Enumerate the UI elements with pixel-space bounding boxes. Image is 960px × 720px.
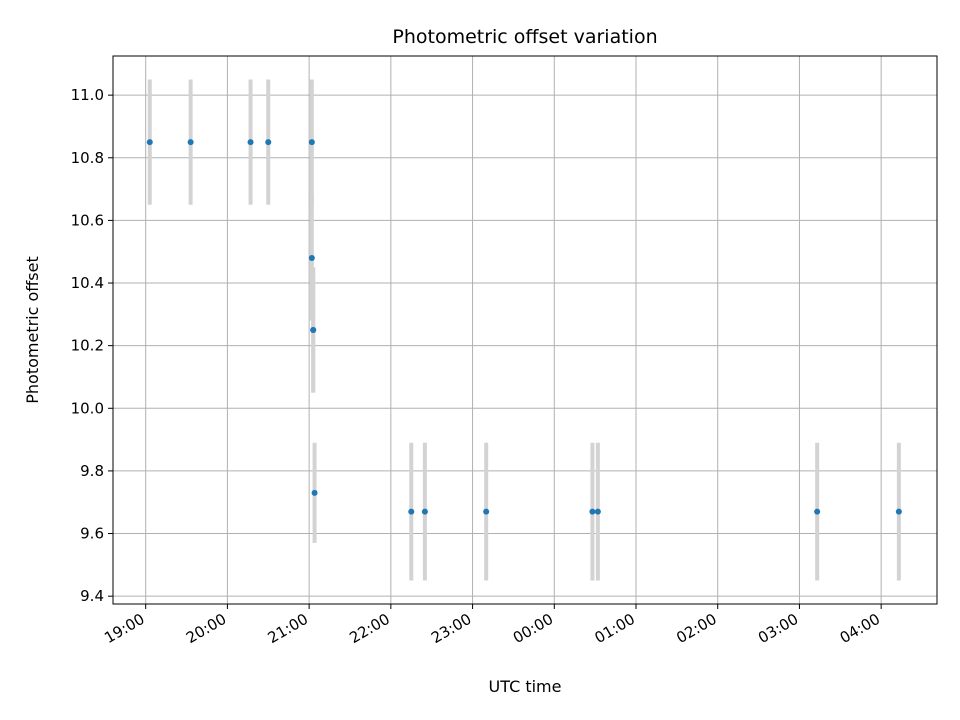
data-point: [408, 508, 415, 515]
data-point: [187, 139, 194, 146]
data-point: [311, 489, 318, 496]
data-point: [814, 508, 821, 515]
plot-frame: [112, 55, 938, 605]
data-point: [589, 508, 596, 515]
y-axis: 9.4 9.6 9.8 10.0 10.2 10.4 10.6 10.8 11.0: [71, 86, 113, 605]
data-point: [594, 508, 601, 515]
data-point: [308, 139, 315, 146]
y-tick-label: 10.0: [71, 399, 104, 417]
y-tick-label: 10.6: [71, 211, 104, 229]
x-axis-label: UTC time: [489, 677, 562, 696]
y-tick-label: 11.0: [71, 86, 104, 104]
data-point: [310, 327, 317, 333]
data-point: [265, 139, 272, 146]
chart-title: Photometric offset variation: [392, 26, 657, 48]
y-tick-label: 10.2: [71, 337, 104, 355]
data-point: [483, 508, 490, 515]
data-point: [247, 139, 254, 146]
y-tick-label: 9.8: [80, 462, 104, 480]
data-points: [146, 139, 902, 515]
data-point: [895, 508, 902, 515]
data-point: [421, 508, 428, 515]
y-tick-label: 9.6: [80, 525, 104, 543]
data-point: [308, 254, 315, 261]
data-point: [146, 139, 153, 146]
y-tick-label: 10.4: [71, 274, 104, 292]
y-tick-label: 10.8: [71, 149, 104, 167]
grid: [113, 56, 937, 604]
y-axis-label: Photometric offset: [23, 256, 42, 404]
y-tick-label: 9.4: [80, 587, 104, 605]
